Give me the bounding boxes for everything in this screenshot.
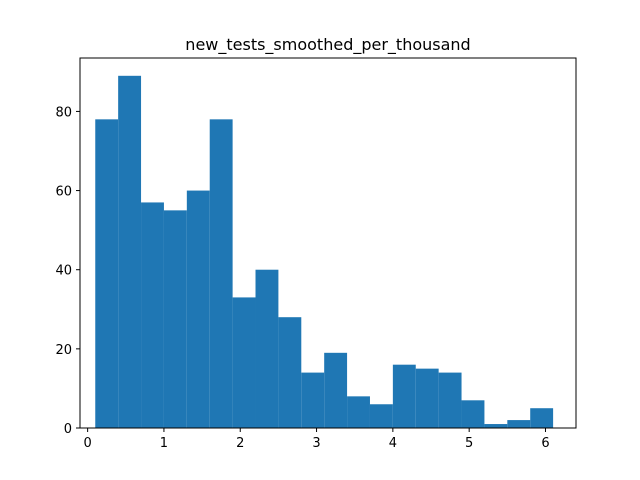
histogram-bar: [415, 368, 439, 428]
histogram-bar: [507, 420, 531, 428]
plot-frame: [79, 57, 577, 429]
x-tick-label: 5: [465, 436, 473, 451]
y-tick-label: 60: [55, 185, 72, 200]
y-tick-label: 40: [55, 264, 72, 279]
y-tick-label: 80: [55, 105, 72, 120]
histogram-bar: [301, 372, 325, 428]
x-tick-label: 3: [312, 436, 320, 451]
histogram-bar: [461, 400, 485, 428]
chart-title: new_tests_smoothed_per_thousand: [185, 35, 470, 55]
histogram-bar: [347, 396, 370, 428]
histogram-bar: [278, 317, 302, 428]
histogram-bar: [324, 352, 348, 428]
histogram-bar: [141, 202, 164, 428]
histogram-bar: [484, 424, 508, 428]
x-axis: 0 1 2 3 4 5 6: [83, 428, 550, 451]
histogram-bar: [232, 297, 256, 428]
y-axis: 0 20 40 60 80: [55, 105, 80, 437]
histogram-bar: [163, 210, 187, 428]
y-tick-label: 0: [64, 422, 72, 437]
x-tick-label: 6: [541, 436, 549, 451]
histogram-bar: [438, 372, 462, 428]
histogram-bar: [255, 269, 279, 428]
bars-group: [95, 75, 554, 428]
histogram-bar: [118, 75, 142, 428]
histogram-bar: [95, 119, 119, 428]
histogram-bar: [530, 408, 554, 428]
x-tick-label: 1: [160, 436, 168, 451]
histogram-bar: [392, 364, 416, 428]
histogram-bar: [369, 404, 393, 428]
histogram-bar: [186, 190, 210, 428]
x-tick-label: 4: [389, 436, 397, 451]
histogram-bar: [209, 119, 233, 428]
y-tick-label: 20: [55, 343, 72, 358]
x-tick-label: 0: [83, 436, 91, 451]
x-tick-label: 2: [236, 436, 244, 451]
